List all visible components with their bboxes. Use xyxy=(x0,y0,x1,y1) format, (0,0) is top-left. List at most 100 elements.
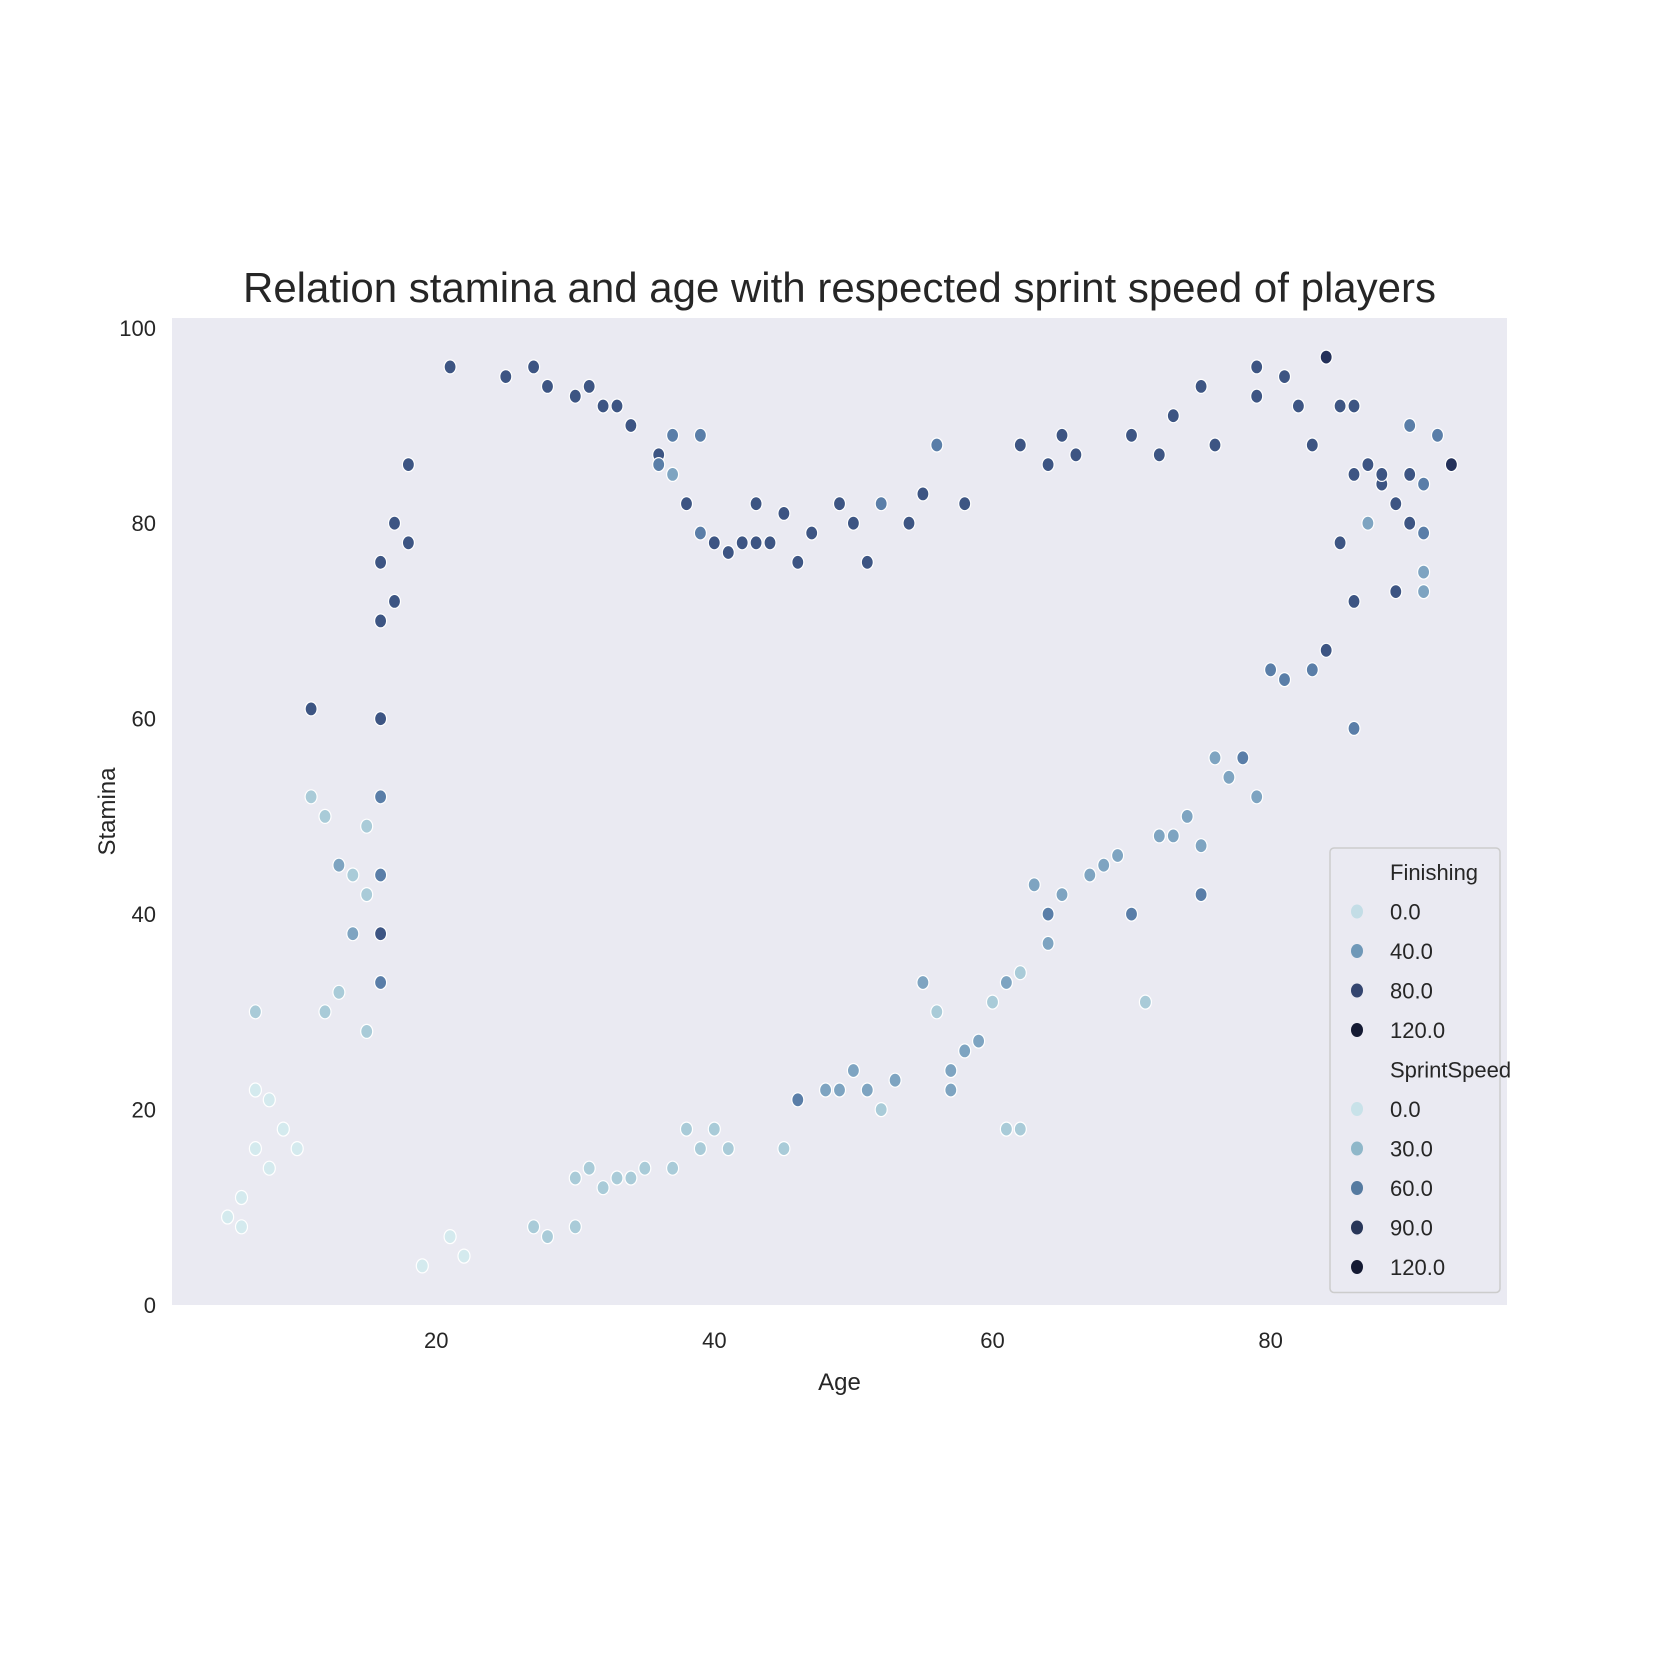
data-point xyxy=(401,457,415,473)
data-point xyxy=(1041,935,1055,952)
data-point xyxy=(1263,662,1278,678)
y-tick-label: 20 xyxy=(132,1098,156,1123)
data-point xyxy=(916,974,930,991)
legend-entry-label: 30.0 xyxy=(1390,1137,1433,1162)
legend-marker xyxy=(1351,983,1363,998)
data-point xyxy=(860,554,874,570)
data-point xyxy=(582,378,596,394)
data-point xyxy=(1403,515,1417,531)
legend-marker xyxy=(1351,1141,1363,1156)
data-point xyxy=(568,1170,582,1186)
data-point xyxy=(596,398,610,414)
data-point xyxy=(1152,447,1166,463)
chart-title: Relation stamina and age with respected … xyxy=(243,264,1436,311)
data-point xyxy=(665,427,680,443)
data-point xyxy=(221,1209,235,1225)
data-point xyxy=(568,388,582,404)
data-point xyxy=(1250,359,1264,375)
data-point xyxy=(679,1121,694,1137)
data-point xyxy=(374,711,388,727)
data-point xyxy=(1069,447,1083,463)
data-point xyxy=(526,1219,541,1235)
data-point xyxy=(1277,369,1292,385)
data-point xyxy=(944,1062,958,1079)
data-point xyxy=(346,867,360,883)
data-point xyxy=(540,378,555,394)
data-point xyxy=(1222,769,1236,785)
legend-entry-label: 120.0 xyxy=(1390,1255,1445,1280)
data-point xyxy=(387,593,402,610)
data-point xyxy=(749,535,763,551)
data-point xyxy=(777,505,791,522)
data-point xyxy=(930,437,944,453)
data-point xyxy=(318,808,332,825)
data-point xyxy=(610,1170,624,1186)
data-point xyxy=(596,1180,610,1196)
data-point xyxy=(624,417,638,434)
data-point xyxy=(374,867,388,883)
data-point xyxy=(958,1043,972,1059)
data-point xyxy=(665,466,680,482)
data-point xyxy=(248,1082,262,1098)
legend-entry-label: 60.0 xyxy=(1390,1176,1433,1201)
data-point xyxy=(1389,496,1403,512)
data-point xyxy=(832,496,847,512)
data-point xyxy=(1194,886,1208,903)
data-point xyxy=(1333,535,1347,551)
data-point xyxy=(248,1140,262,1157)
data-point xyxy=(1347,466,1361,482)
data-point xyxy=(985,994,1000,1010)
data-point xyxy=(290,1140,304,1157)
data-point xyxy=(791,1092,805,1108)
data-point xyxy=(374,554,388,570)
data-point xyxy=(499,369,513,385)
axis-ticks: 20 40 60 80 0 20 40 60 80 100 xyxy=(119,316,1283,1353)
data-point xyxy=(638,1160,652,1176)
data-point xyxy=(902,515,916,531)
legend-entry-label: 40.0 xyxy=(1390,939,1433,964)
data-point xyxy=(1416,525,1431,541)
data-point xyxy=(693,525,708,541)
data-point xyxy=(874,496,888,512)
data-point xyxy=(1403,417,1417,434)
data-point xyxy=(1013,965,1027,981)
data-point xyxy=(1055,427,1069,443)
data-point xyxy=(1444,457,1459,473)
data-point xyxy=(707,1121,721,1137)
data-point xyxy=(1305,662,1319,678)
data-point xyxy=(999,1121,1014,1137)
data-point xyxy=(1027,877,1041,893)
legend: Finishing 0.0 40.0 80.0 120.0 SprintSpeed 0.0 3… xyxy=(1329,847,1511,1294)
data-point xyxy=(1250,388,1264,404)
data-point xyxy=(262,1092,276,1108)
y-tick-label: 60 xyxy=(132,707,156,732)
data-point xyxy=(1166,408,1180,424)
x-axis-label: Age xyxy=(818,1369,861,1396)
data-point xyxy=(846,1062,861,1079)
data-point xyxy=(304,789,318,805)
legend-marker xyxy=(1351,1023,1363,1037)
legend-marker xyxy=(1351,1220,1363,1235)
legend-box xyxy=(1329,847,1501,1294)
data-point xyxy=(930,1004,944,1020)
data-point xyxy=(610,398,624,414)
data-point xyxy=(1013,1121,1027,1137)
legend-marker xyxy=(1351,1181,1363,1195)
y-tick-label: 80 xyxy=(132,511,156,536)
data-point xyxy=(457,1248,471,1264)
data-point xyxy=(1416,564,1431,580)
legend-marker xyxy=(1351,904,1363,919)
x-tick-label: 60 xyxy=(980,1328,1004,1353)
legend-entry-label: 80.0 xyxy=(1390,979,1433,1004)
data-point xyxy=(332,984,346,1000)
data-point xyxy=(1041,457,1055,473)
data-point xyxy=(1180,808,1194,825)
data-point xyxy=(665,1160,680,1176)
legend-group-title: SprintSpeed xyxy=(1390,1058,1511,1083)
data-point xyxy=(1194,838,1208,854)
legend-marker xyxy=(1351,1102,1363,1116)
data-point xyxy=(276,1121,290,1137)
data-point xyxy=(818,1082,833,1098)
data-point xyxy=(401,535,415,551)
